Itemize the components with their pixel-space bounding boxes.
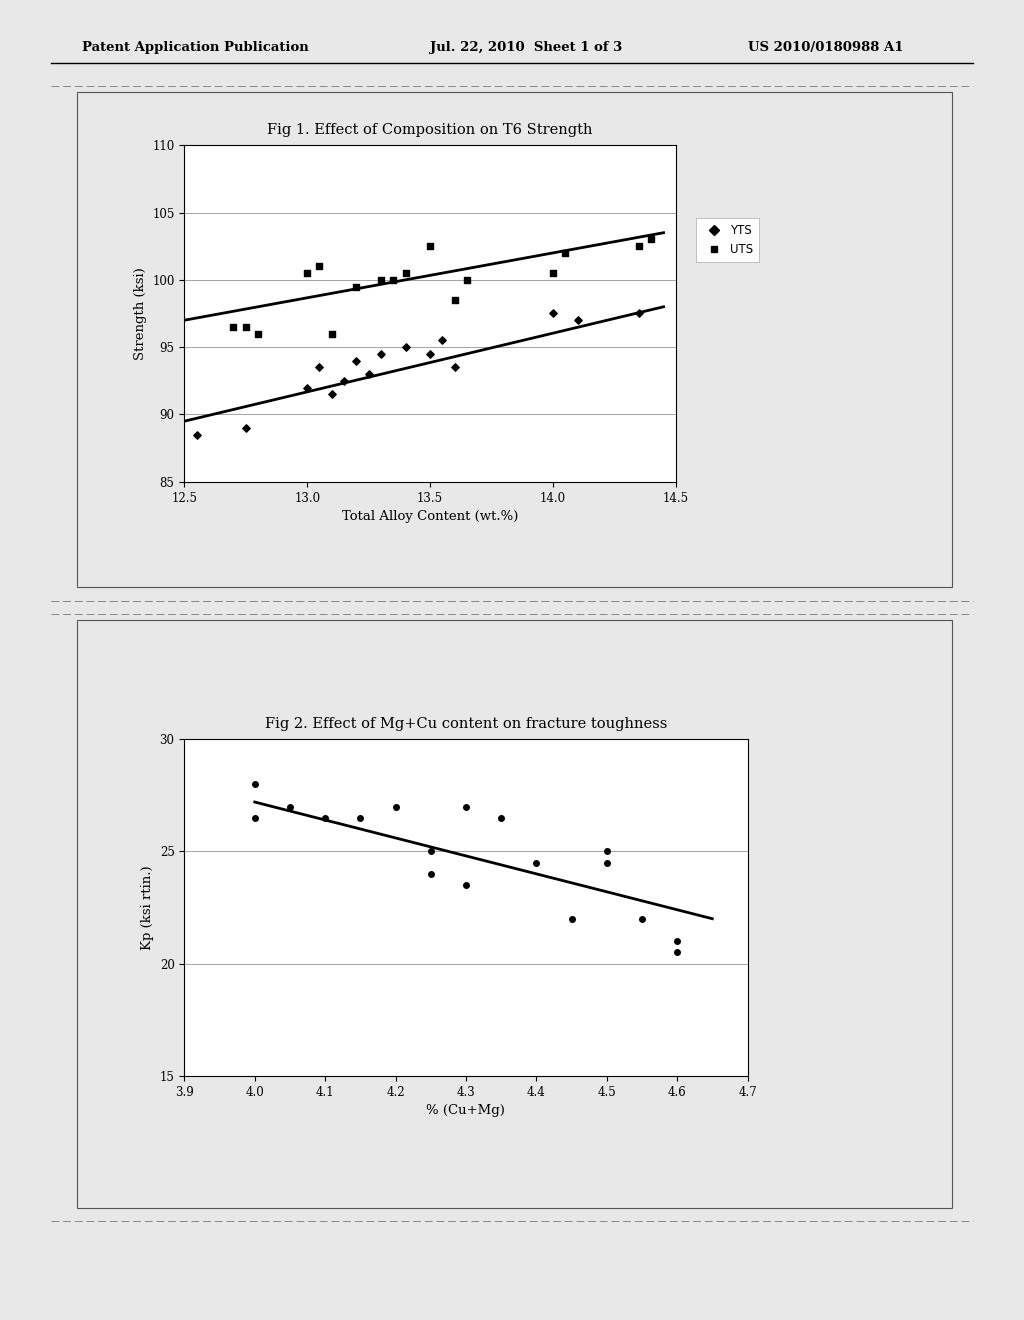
- Point: [557, 243, 573, 264]
- Point: [324, 323, 340, 345]
- Point: [569, 310, 586, 331]
- Point: [458, 875, 474, 896]
- Point: [493, 807, 509, 829]
- Y-axis label: Strength (ksi): Strength (ksi): [134, 267, 146, 360]
- Point: [348, 276, 365, 297]
- Point: [599, 841, 615, 862]
- Point: [397, 337, 414, 358]
- Text: US 2010/0180988 A1: US 2010/0180988 A1: [748, 41, 903, 54]
- Point: [247, 807, 263, 829]
- Point: [563, 908, 580, 929]
- Point: [634, 908, 650, 929]
- Title: Fig 1. Effect of Composition on T6 Strength: Fig 1. Effect of Composition on T6 Stren…: [267, 123, 593, 137]
- Point: [373, 269, 389, 290]
- Point: [348, 350, 365, 371]
- Point: [238, 417, 254, 438]
- Point: [311, 356, 328, 378]
- Point: [545, 263, 561, 284]
- Point: [387, 796, 403, 817]
- Point: [299, 263, 315, 284]
- Point: [397, 263, 414, 284]
- Point: [324, 384, 340, 405]
- Point: [423, 841, 439, 862]
- Text: Patent Application Publication: Patent Application Publication: [82, 41, 308, 54]
- Legend: YTS, UTS: YTS, UTS: [696, 218, 759, 263]
- Point: [373, 343, 389, 364]
- Point: [422, 235, 438, 256]
- Point: [238, 317, 254, 338]
- Point: [188, 424, 205, 445]
- Point: [311, 256, 328, 277]
- Point: [458, 796, 474, 817]
- Point: [669, 942, 685, 964]
- Point: [360, 363, 377, 384]
- Point: [669, 931, 685, 952]
- Point: [316, 807, 333, 829]
- Point: [385, 269, 401, 290]
- Point: [528, 853, 545, 874]
- Point: [446, 356, 463, 378]
- Point: [599, 853, 615, 874]
- X-axis label: % (Cu+Mg): % (Cu+Mg): [426, 1104, 506, 1117]
- Title: Fig 2. Effect of Mg+Cu content on fracture toughness: Fig 2. Effect of Mg+Cu content on fractu…: [265, 717, 667, 731]
- Point: [631, 235, 647, 256]
- Point: [225, 317, 242, 338]
- Point: [299, 378, 315, 399]
- X-axis label: Total Alloy Content (wt.%): Total Alloy Content (wt.%): [342, 510, 518, 523]
- Point: [352, 807, 369, 829]
- Point: [423, 863, 439, 884]
- Point: [282, 796, 298, 817]
- Text: Jul. 22, 2010  Sheet 1 of 3: Jul. 22, 2010 Sheet 1 of 3: [430, 41, 623, 54]
- Point: [336, 370, 352, 391]
- Point: [446, 289, 463, 310]
- Point: [250, 323, 266, 345]
- Point: [631, 302, 647, 323]
- Point: [422, 343, 438, 364]
- Point: [545, 302, 561, 323]
- Y-axis label: Kp (ksi rtin.): Kp (ksi rtin.): [141, 865, 154, 950]
- Point: [643, 228, 659, 249]
- Point: [247, 774, 263, 795]
- Point: [459, 269, 475, 290]
- Point: [434, 330, 451, 351]
